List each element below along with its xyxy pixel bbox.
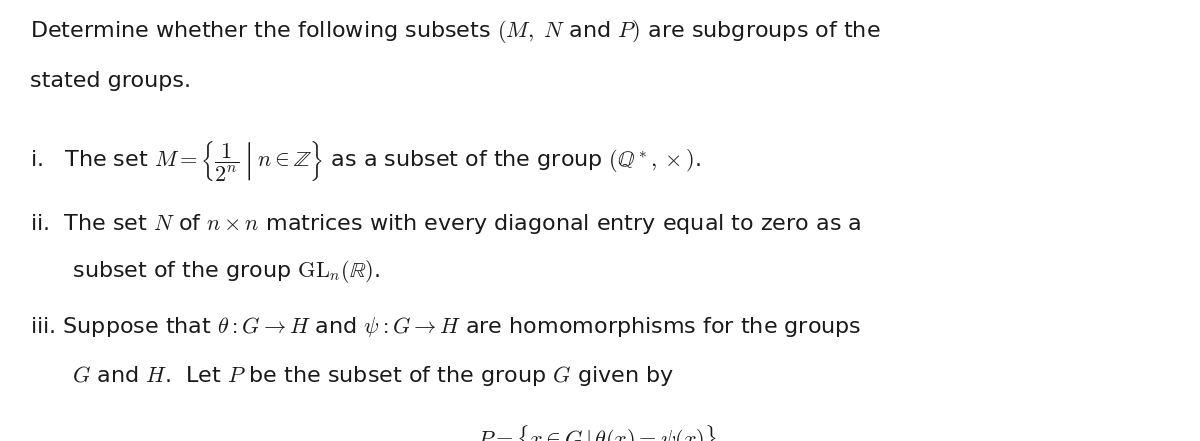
Text: $P = \{x \in G\,|\,\theta(x) = \psi(x)\}.$: $P = \{x \in G\,|\,\theta(x) = \psi(x)\}… bbox=[476, 423, 724, 441]
Text: $G$ and $H$.  Let $P$ be the subset of the group $G$ given by: $G$ and $H$. Let $P$ be the subset of th… bbox=[30, 364, 674, 388]
Text: stated groups.: stated groups. bbox=[30, 71, 191, 90]
Text: iii. Suppose that $\theta : G \to H$ and $\psi : G \to H$ are homomorphisms for : iii. Suppose that $\theta : G \to H$ and… bbox=[30, 315, 862, 339]
Text: subset of the group $\mathrm{GL}_n(\mathbb{R})$.: subset of the group $\mathrm{GL}_n(\math… bbox=[30, 258, 380, 285]
Text: Determine whether the following subsets $(M,\ N$ and $P)$ are subgroups of the: Determine whether the following subsets … bbox=[30, 18, 881, 45]
Text: i.   The set $M = \left\{\dfrac{1}{2^n}\,\middle|\, n \in \mathbb{Z}\right\}$ as: i. The set $M = \left\{\dfrac{1}{2^n}\,\… bbox=[30, 139, 701, 183]
Text: ii.  The set $N$ of $n \times n$ matrices with every diagonal entry equal to zer: ii. The set $N$ of $n \times n$ matrices… bbox=[30, 212, 862, 235]
